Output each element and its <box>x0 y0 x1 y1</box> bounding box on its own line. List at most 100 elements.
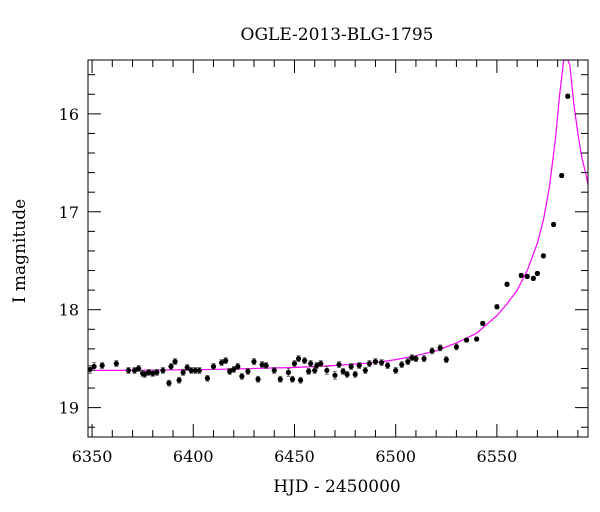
data-point <box>362 367 368 374</box>
data-point <box>340 368 346 374</box>
data-point <box>271 367 277 374</box>
data-point <box>524 273 530 280</box>
x-tick-label: 6550 <box>477 447 518 466</box>
data-point <box>405 359 411 365</box>
data-point <box>306 368 312 374</box>
data-point <box>494 304 500 310</box>
axes-frame <box>87 59 589 438</box>
data-point <box>188 367 194 374</box>
data-point <box>291 360 298 367</box>
data-point <box>295 356 302 362</box>
data-point <box>318 360 324 367</box>
y-tick-label: 17 <box>59 203 79 222</box>
data-point <box>210 363 217 370</box>
data-point <box>399 361 405 368</box>
data-point <box>336 361 342 368</box>
chart-title: OGLE-2013-BLG-1795 <box>241 25 434 45</box>
data-point <box>259 361 265 368</box>
data-point <box>227 368 233 374</box>
data-point <box>409 355 415 361</box>
data-point <box>437 345 443 351</box>
data-point <box>530 275 536 281</box>
x-tick-label: 6350 <box>72 447 113 466</box>
data-point <box>176 377 182 383</box>
x-tick-label: 6450 <box>274 447 315 466</box>
y-axis-label: I magnitude <box>10 199 30 303</box>
data-point <box>453 344 460 350</box>
data-point <box>172 359 178 365</box>
data-point <box>239 373 245 379</box>
data-point <box>308 360 314 367</box>
data-point <box>285 369 292 375</box>
data-point <box>154 369 160 375</box>
data-point <box>550 221 557 228</box>
data-point <box>131 367 138 374</box>
data-point <box>219 359 225 366</box>
data-point <box>245 368 251 374</box>
data-point <box>474 336 480 342</box>
plot-area <box>87 60 588 387</box>
data-point <box>421 356 427 362</box>
data-point <box>372 359 379 365</box>
y-tick-label: 16 <box>59 105 79 124</box>
data-point <box>168 363 174 370</box>
data-point <box>91 363 97 370</box>
y-tick-label: 18 <box>59 301 79 320</box>
data-point <box>443 357 449 363</box>
data-point <box>378 359 385 366</box>
data-point <box>297 377 304 383</box>
data-point <box>166 380 172 386</box>
x-tick-label: 6400 <box>173 447 214 466</box>
plot-frame <box>87 59 589 438</box>
data-point <box>150 370 156 376</box>
y-tick-label: 19 <box>59 399 79 418</box>
data-point <box>235 363 241 370</box>
data-point <box>480 320 486 327</box>
data-point <box>463 337 470 343</box>
data-point <box>540 253 547 259</box>
data-point <box>356 362 362 369</box>
data-point <box>324 367 330 374</box>
data-point <box>196 367 202 374</box>
data-point <box>289 376 296 382</box>
data-point <box>348 363 354 370</box>
data-point <box>255 376 261 382</box>
data-point <box>184 364 190 371</box>
data-point <box>263 362 269 369</box>
data-point <box>314 362 320 369</box>
data-point <box>559 172 565 179</box>
data-point <box>565 93 571 99</box>
data-point <box>393 367 399 374</box>
data-point <box>136 365 142 372</box>
data-point <box>277 376 283 382</box>
data-point <box>180 369 186 375</box>
data-point <box>301 358 308 364</box>
axis-ticks <box>88 60 588 437</box>
x-axis-label: HJD - 2450000 <box>273 477 401 497</box>
data-point <box>142 371 148 377</box>
data-point <box>332 372 338 378</box>
data-point <box>534 270 540 277</box>
data-point <box>192 367 198 374</box>
data-point <box>366 360 372 367</box>
data-point <box>352 371 358 377</box>
data-point <box>160 367 166 374</box>
data-point <box>344 371 350 377</box>
data-point <box>223 358 229 364</box>
data-point <box>312 367 318 374</box>
data-point <box>251 359 257 365</box>
data-point <box>231 366 237 373</box>
data-point <box>384 362 391 369</box>
data-point <box>413 356 419 362</box>
data-point <box>99 362 105 369</box>
data-point <box>518 272 524 279</box>
data-point <box>429 348 435 354</box>
data-point <box>504 281 510 287</box>
tick-labels: 6350 6400 6450 6500 6550 16 17 18 19 <box>59 105 518 466</box>
data-point <box>204 375 211 381</box>
model-curve <box>88 60 588 372</box>
data-point <box>125 367 132 374</box>
data-point <box>146 369 152 375</box>
x-tick-label: 6500 <box>375 447 416 466</box>
